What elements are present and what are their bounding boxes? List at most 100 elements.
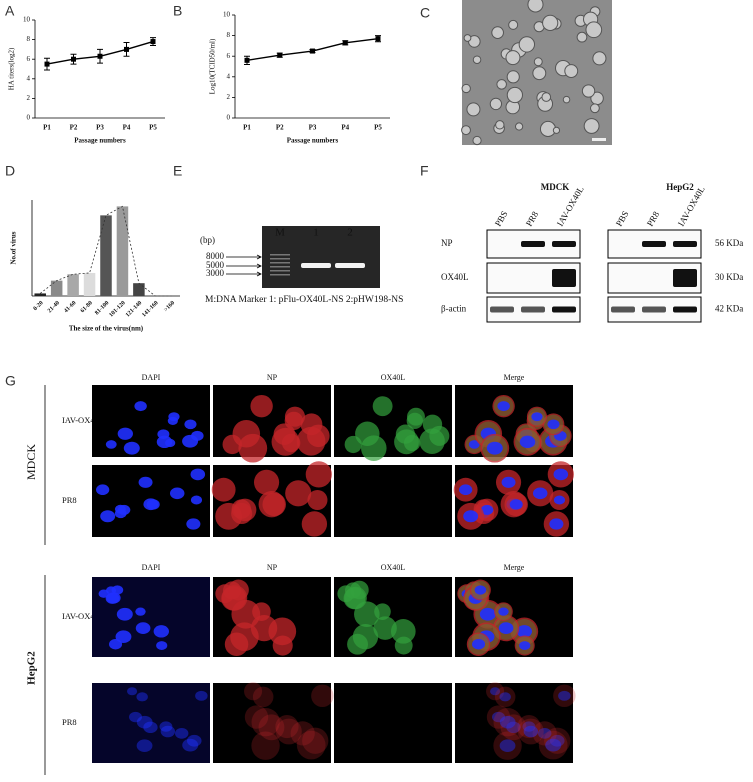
- size-label: 56 KDa: [715, 238, 743, 248]
- nucleus: [159, 721, 173, 732]
- nucleus: [186, 734, 202, 747]
- virion: [533, 57, 543, 67]
- np-stain: [500, 714, 527, 741]
- nucleus: [129, 711, 142, 723]
- np-stain: [244, 705, 269, 729]
- ladder-band: [270, 274, 290, 276]
- ox40l-stain: [361, 435, 387, 461]
- x-tick-label: P5: [374, 124, 382, 132]
- x-tick-label: P1: [243, 124, 251, 132]
- nucleus: [553, 495, 566, 505]
- nucleus: [506, 721, 521, 734]
- nucleus: [490, 687, 501, 696]
- nucleus: [191, 430, 204, 441]
- y-tick-label: 8: [227, 31, 231, 39]
- y-tick-label: 6: [27, 55, 31, 63]
- virion: [532, 66, 547, 81]
- nucleus: [501, 476, 516, 488]
- ladder-band: [270, 258, 290, 260]
- np-stain: [302, 727, 329, 754]
- ox40l-stain: [373, 616, 397, 640]
- virion: [463, 34, 472, 42]
- nucleus: [190, 495, 203, 505]
- ox40l-stain: [354, 601, 380, 627]
- nucleus: [117, 427, 133, 440]
- nucleus: [486, 441, 503, 455]
- nucleus: [516, 625, 533, 638]
- np-stain: [224, 632, 249, 656]
- bar: [83, 272, 96, 296]
- nucleus: [480, 504, 494, 515]
- np-stain: [553, 684, 576, 708]
- bar: [34, 293, 46, 296]
- x-tick-label: 61-80: [80, 300, 94, 314]
- np-stain: [285, 480, 312, 507]
- x-tick-label: 21-40: [47, 300, 61, 314]
- channel-header: OX40L: [381, 373, 406, 382]
- nucleus: [463, 510, 479, 523]
- x-tick-label: P2: [70, 124, 78, 132]
- point: [375, 36, 381, 42]
- blot-band: [642, 241, 666, 247]
- nucleus: [523, 725, 539, 738]
- ox40l-stain: [394, 636, 413, 655]
- blot-band: [673, 269, 697, 287]
- bar: [50, 280, 63, 296]
- channel-header: OX40L: [381, 563, 406, 572]
- virion: [541, 92, 552, 102]
- y-tick-label: 0: [227, 114, 231, 122]
- blot-band: [552, 241, 576, 247]
- np-stain: [252, 602, 271, 621]
- marker-label: 8000: [206, 251, 225, 261]
- nucleus: [545, 738, 562, 752]
- protein-label: β-actin: [441, 304, 467, 314]
- np-stain: [493, 731, 522, 760]
- nucleus: [497, 401, 510, 412]
- infection-label: PR8: [62, 495, 77, 505]
- nucleus: [499, 739, 516, 753]
- blot-band: [642, 306, 666, 313]
- virion: [489, 97, 503, 111]
- y-tick-label: 10: [23, 16, 31, 24]
- blot-band: [673, 306, 697, 313]
- y-tick-label: 10: [223, 11, 231, 19]
- np-stain: [290, 721, 315, 746]
- virion: [590, 103, 600, 114]
- np-stain: [252, 686, 274, 708]
- nucleus: [105, 593, 120, 604]
- blot-band: [611, 306, 635, 313]
- ox40l-stain: [374, 603, 391, 620]
- np-stain: [215, 502, 243, 530]
- nucleus: [136, 715, 153, 729]
- nucleus: [184, 419, 197, 430]
- y-tick-label: 4: [227, 72, 231, 80]
- virion: [562, 95, 571, 104]
- ladder-band: [270, 262, 290, 264]
- point: [342, 40, 348, 46]
- bar: [100, 215, 112, 296]
- x-tick-label: 121-140: [125, 300, 143, 318]
- y-tick-label: 4: [27, 74, 31, 82]
- np-stain: [238, 433, 268, 463]
- virion: [518, 36, 536, 53]
- y-tick-label: 8: [27, 35, 31, 43]
- nucleus: [117, 504, 131, 515]
- nucleus: [499, 715, 516, 729]
- ox40l-stain: [422, 414, 443, 434]
- nucleus: [136, 739, 153, 753]
- virion: [542, 14, 559, 31]
- ox40l-stain: [407, 407, 425, 426]
- blot-band: [521, 306, 545, 313]
- nucleus: [459, 484, 473, 496]
- nucleus: [190, 468, 206, 481]
- np-stain: [244, 682, 263, 701]
- nucleus: [499, 692, 511, 702]
- np-stain: [262, 492, 286, 517]
- panel-label: G: [5, 373, 16, 389]
- x-tick-label: 101-120: [108, 300, 126, 318]
- nucleus: [111, 585, 124, 595]
- nucleus: [498, 622, 514, 634]
- virion: [461, 83, 471, 94]
- cell-line-label: MDCK: [541, 182, 570, 192]
